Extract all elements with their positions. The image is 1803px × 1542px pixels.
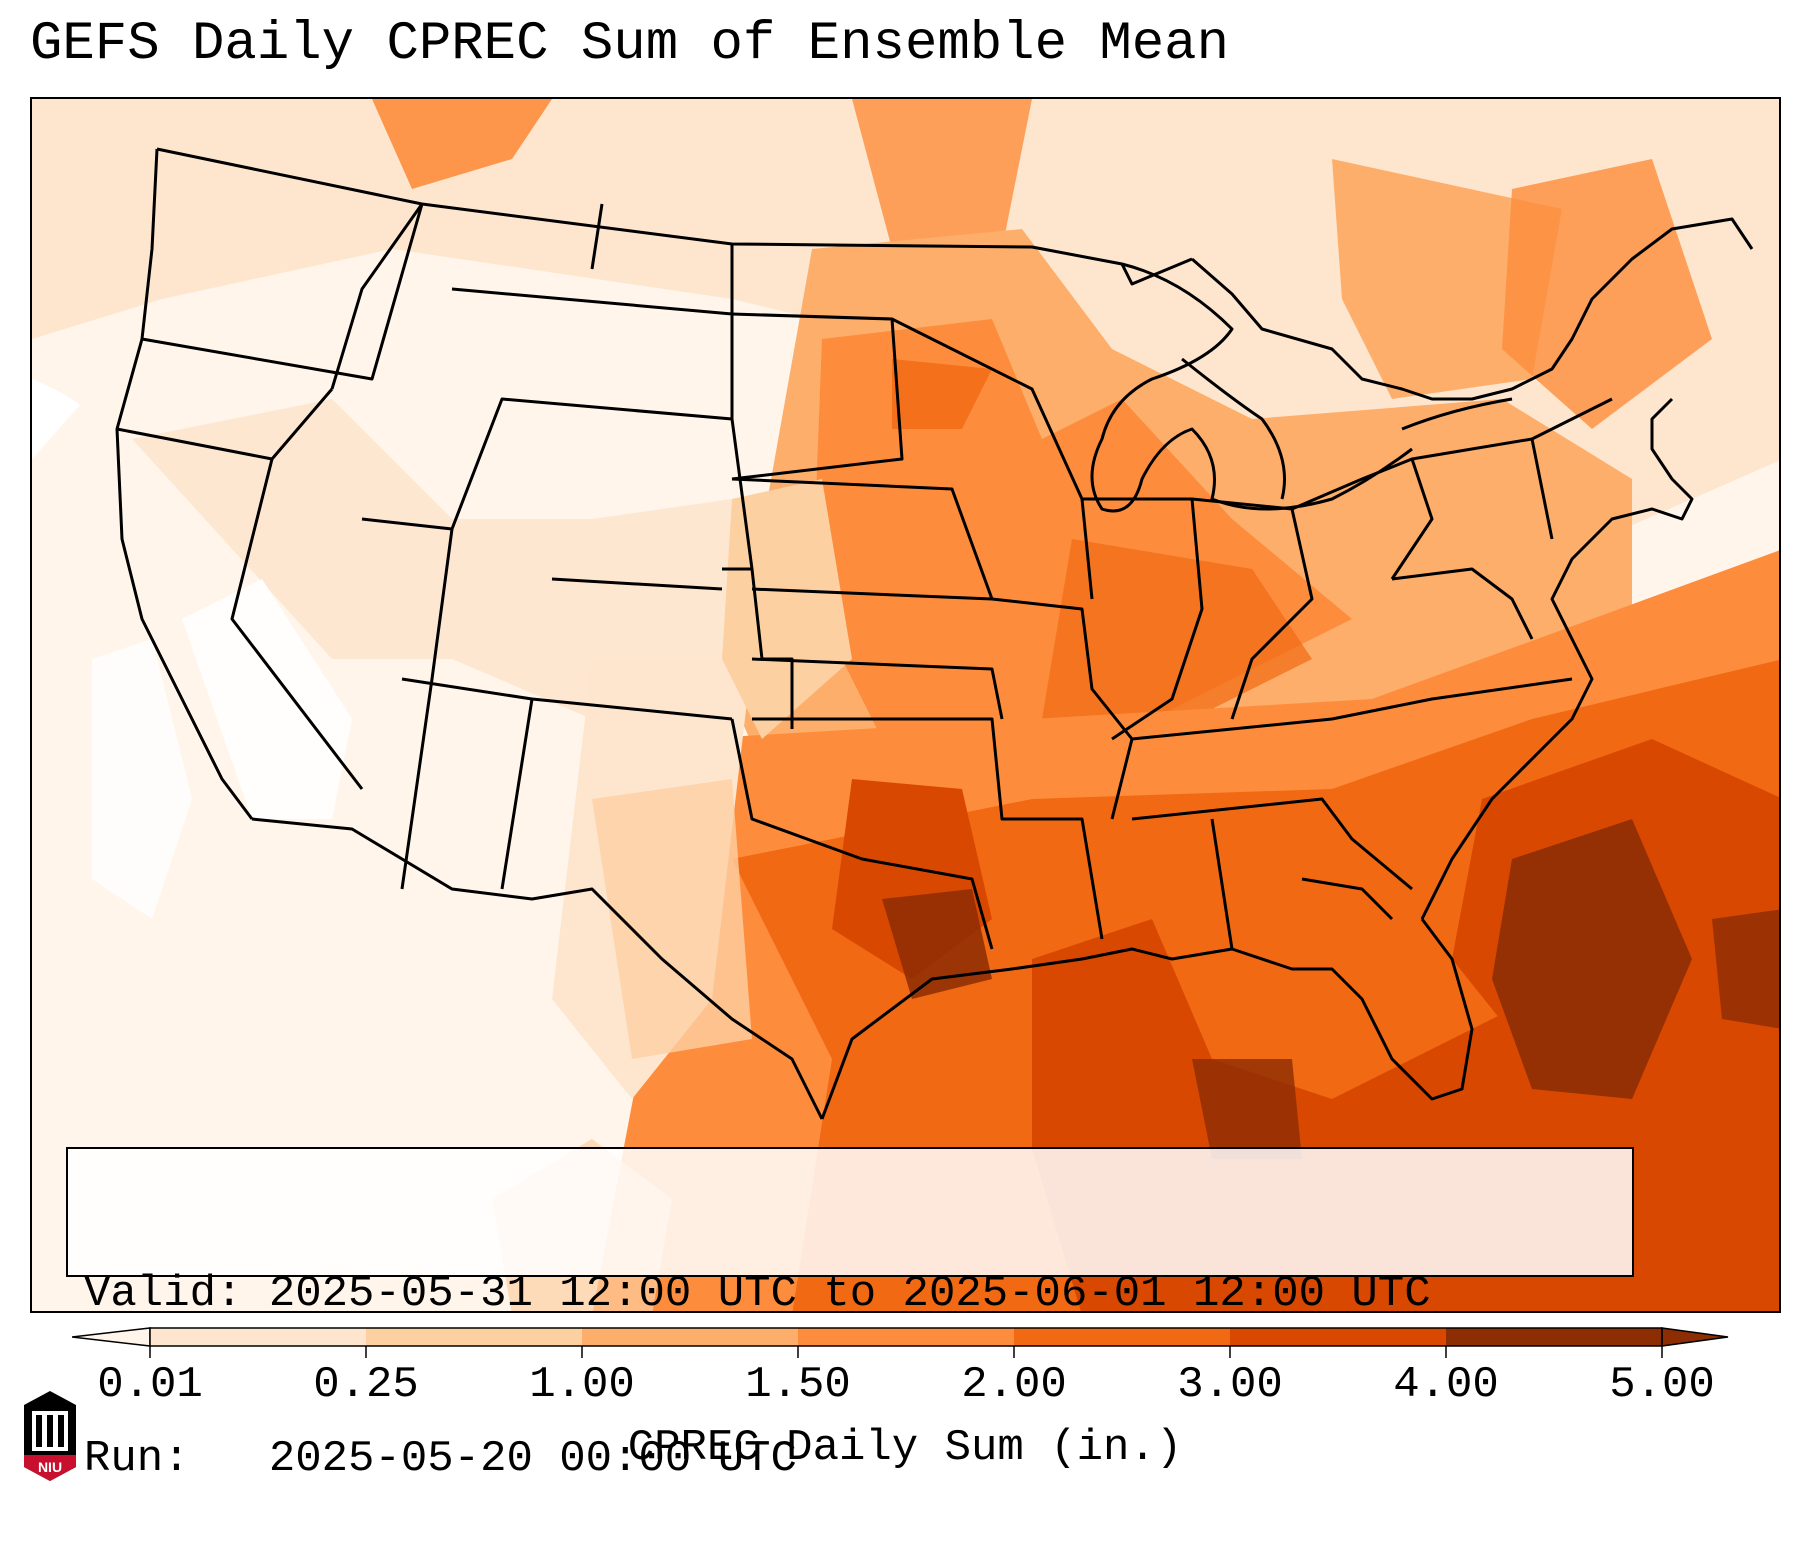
colorbar-tick-label: 0.01 [97,1360,203,1410]
colorbar-extend-low [72,1327,151,1347]
colorbar-extend-high [1661,1327,1729,1347]
map-title: GEFS Daily CPREC Sum of Ensemble Mean [30,14,1229,75]
colorbar-segment [1230,1328,1446,1346]
valid-line: Valid: 2025-05-31 12:00 UTC to 2025-06-0… [84,1269,1431,1319]
colorbar-segment [366,1328,582,1346]
colorbar-label: CPREC Daily Sum (in.) [627,1423,1183,1473]
colorbar-tick-label: 0.25 [313,1360,419,1410]
run-line: Run: 2025-05-20 00:00 UTC [84,1434,797,1484]
colorbar-segment [582,1328,798,1346]
state-borders [115,147,1754,1120]
niu-logo: NIU [24,1391,76,1481]
svg-text:NIU: NIU [38,1459,62,1475]
colorbar-segment [1014,1328,1230,1346]
colorbar-segment [150,1328,366,1346]
colorbar-tick-label: 1.50 [745,1360,851,1410]
precip-field [32,99,1779,1311]
colorbar [72,1327,1729,1358]
colorbar-tick-label: 1.00 [529,1360,635,1410]
colorbar-outline [149,1327,1663,1347]
colorbar-tick-label: 3.00 [1177,1360,1283,1410]
colorbar-tick-label: 2.00 [961,1360,1067,1410]
colorbar-tick-label: 5.00 [1609,1360,1715,1410]
colorbar-segment [1446,1328,1662,1346]
precip-map [30,97,1781,1313]
colorbar-segment [798,1328,1014,1346]
valid-run-box: Valid: 2025-05-31 12:00 UTC to 2025-06-0… [66,1147,1634,1484]
colorbar-tick-label: 4.00 [1393,1360,1499,1410]
